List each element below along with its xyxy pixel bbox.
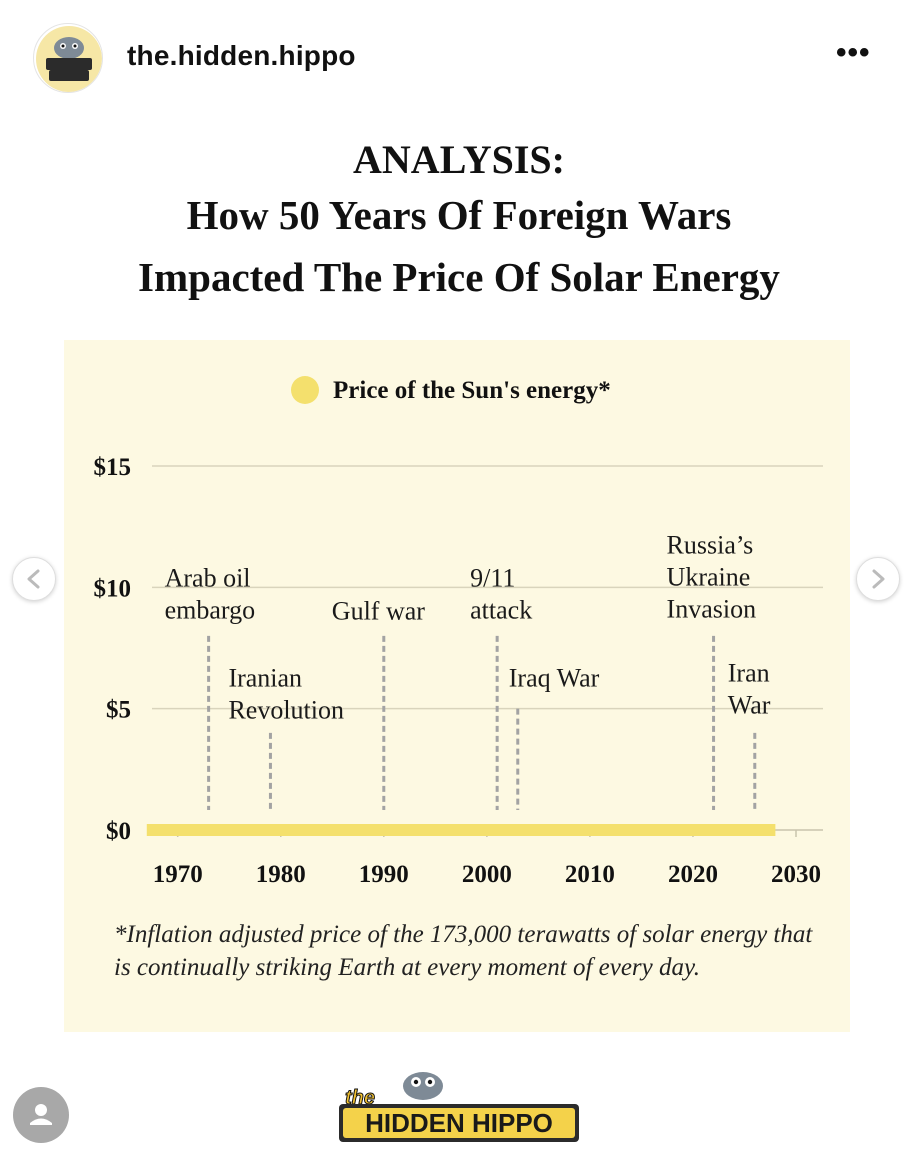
y-tick-label: $15	[94, 454, 132, 481]
x-tick-label: 1980	[256, 861, 306, 888]
event-label-2001: attack	[470, 595, 532, 624]
x-tick-label: 2030	[771, 861, 821, 888]
headline-line-3: Impacted The Price Of Solar Energy	[138, 254, 780, 300]
event-label-1979: Revolution	[228, 696, 344, 725]
post-headline: ANALYSIS: How 50 Years Of Foreign Wars I…	[0, 136, 918, 308]
account-username[interactable]: the.hidden.hippo	[127, 40, 356, 71]
svg-text:the: the	[345, 1087, 375, 1109]
profile-button[interactable]	[13, 1087, 69, 1143]
event-label-2026: Iran	[728, 659, 770, 688]
headline-line-2: How 50 Years Of Foreign Wars	[186, 192, 732, 238]
event-label-1973: embargo	[165, 595, 256, 624]
chevron-left-icon	[27, 569, 40, 589]
x-tick-label: 2000	[462, 861, 512, 888]
user-icon	[30, 1104, 52, 1125]
x-tick-label: 2010	[565, 861, 615, 888]
legend-label: Price of the Sun's energy*	[333, 377, 611, 404]
y-tick-label: $5	[106, 697, 131, 724]
legend-marker	[291, 376, 319, 404]
headline-line-1: ANALYSIS:	[353, 137, 565, 182]
event-label-2001: 9/11	[470, 563, 515, 592]
account-avatar[interactable]	[33, 23, 103, 93]
event-label-2003: Iraq War	[509, 664, 600, 693]
hippo-brand-logo-icon: the HIDDEN HIPPO	[339, 1072, 579, 1142]
event-label-2026: War	[728, 691, 771, 720]
event-label-1973: Arab oil	[165, 563, 251, 592]
y-tick-label: $0	[106, 818, 131, 845]
next-slide-button[interactable]	[856, 557, 900, 601]
event-label-2022: Russia’s	[667, 530, 754, 559]
event-label-1990: Gulf war	[332, 596, 425, 625]
footer-logo: the HIDDEN HIPPO	[337, 1066, 583, 1150]
event-label-2022: Invasion	[667, 594, 757, 623]
event-label-2022: Ukraine	[667, 562, 751, 591]
chart-footnote: *Inflation adjusted price of the 173,000…	[114, 921, 813, 981]
x-tick-label: 1970	[153, 861, 203, 888]
svg-text:HIDDEN HIPPO: HIDDEN HIPPO	[365, 1108, 553, 1138]
x-tick-label: 1990	[359, 861, 409, 888]
hippo-logo-icon	[36, 26, 102, 92]
x-tick-label: 2020	[668, 861, 718, 888]
chart-panel	[64, 340, 850, 1032]
y-tick-label: $10	[94, 575, 132, 602]
more-options-icon[interactable]: •••	[836, 36, 871, 69]
post-header: the.hidden.hippo •••	[0, 0, 918, 116]
previous-slide-button[interactable]	[12, 557, 56, 601]
chevron-right-icon	[872, 569, 885, 589]
event-label-1979: Iranian	[228, 664, 302, 693]
